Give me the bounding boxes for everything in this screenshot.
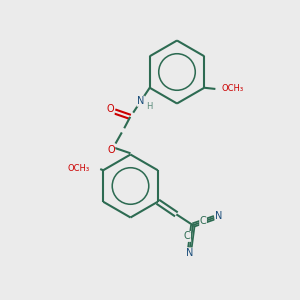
Text: O: O <box>107 146 115 155</box>
Text: N: N <box>215 211 222 221</box>
Text: H: H <box>146 102 153 111</box>
Text: N: N <box>186 248 194 258</box>
Text: C: C <box>184 231 190 242</box>
Text: C: C <box>200 216 206 226</box>
Text: OCH₃: OCH₃ <box>68 164 90 173</box>
Text: N: N <box>137 96 144 106</box>
Text: O: O <box>106 104 114 114</box>
Text: OCH₃: OCH₃ <box>221 85 244 94</box>
